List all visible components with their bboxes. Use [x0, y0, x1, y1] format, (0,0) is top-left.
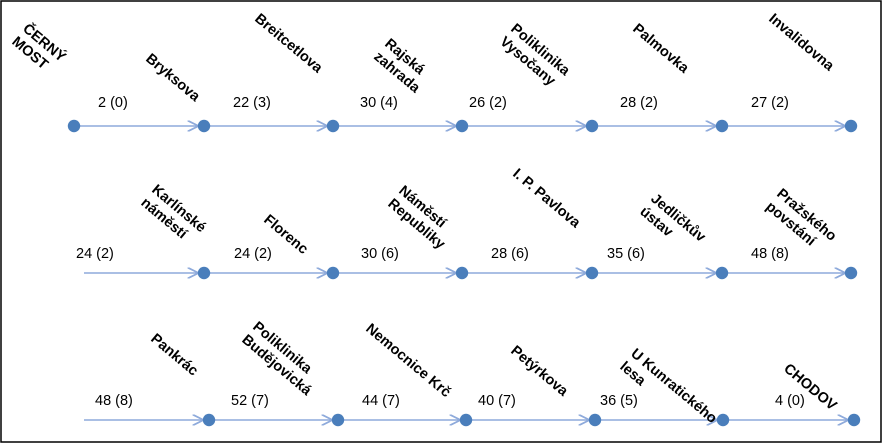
station-label: Karlínskénáměstí — [138, 182, 209, 249]
station-label-line: Bryksova — [142, 51, 203, 106]
segment-travel-time: 40 (7) — [478, 393, 516, 409]
station-label: Nemocnice Krč — [362, 321, 453, 401]
segment-travel-time: 52 (7) — [231, 393, 269, 409]
station-label-line: Pankrác — [147, 331, 201, 380]
station-dot — [67, 119, 81, 133]
station-dot — [459, 413, 473, 427]
segment-travel-time: 35 (6) — [607, 246, 645, 262]
station-label: PoliklinikaVysočany — [497, 21, 574, 93]
station-label: Palmovka — [629, 21, 692, 77]
segment-travel-time: 28 (2) — [620, 95, 658, 111]
segment-travel-time: 44 (7) — [362, 393, 400, 409]
station-label: I. P. Pavlova — [509, 166, 583, 232]
segment-travel-time: 28 (6) — [491, 246, 529, 262]
segment-travel-time: 4 (0) — [775, 393, 805, 409]
segment-travel-time: 36 (5) — [600, 393, 638, 409]
station-dot — [455, 266, 469, 280]
station-label: NáměstíRepubliky — [385, 183, 459, 253]
station-label-line: Palmovka — [629, 21, 692, 77]
station-dot — [844, 266, 858, 280]
station-dot — [588, 413, 602, 427]
segment-travel-time: 26 (2) — [469, 95, 507, 111]
station-label: Pankrác — [147, 331, 201, 380]
station-label: Invalidovna — [765, 11, 837, 75]
station-label: Rajskázahrada — [371, 36, 435, 97]
station-label-line: Invalidovna — [765, 11, 837, 75]
station-dot — [326, 119, 340, 133]
station-label-line: U Kunratického — [627, 346, 719, 427]
station-label: Petýrkova — [507, 343, 571, 400]
segment-travel-time: 48 (8) — [95, 393, 133, 409]
station-label-line: I. P. Pavlova — [509, 166, 583, 232]
segment-travel-time: 24 (2) — [76, 246, 114, 262]
station-label-line: Petýrkova — [507, 343, 571, 400]
station-dot — [455, 119, 469, 133]
station-label: Breitcetlova — [251, 11, 326, 77]
station-dot — [715, 119, 729, 133]
station-label: ČERNÝMOST — [9, 19, 71, 79]
station-dot — [585, 266, 599, 280]
station-dot — [326, 266, 340, 280]
station-dot — [331, 413, 345, 427]
station-label: Bryksova — [142, 51, 203, 106]
station-dot — [844, 119, 858, 133]
station-label-line: Breitcetlova — [251, 11, 326, 77]
station-label: Jedličkůvústav — [637, 191, 709, 259]
station-dot — [716, 413, 730, 427]
segment-travel-time: 2 (0) — [98, 95, 128, 111]
station-dot — [715, 266, 729, 280]
segment-travel-time: 27 (2) — [751, 95, 789, 111]
segment-travel-time: 24 (2) — [234, 246, 272, 262]
segment-travel-time: 30 (6) — [361, 246, 399, 262]
station-dot — [197, 266, 211, 280]
station-dot — [847, 413, 861, 427]
station-dot — [202, 413, 216, 427]
segment-travel-time: 30 (4) — [360, 95, 398, 111]
segment-travel-time: 48 (8) — [751, 246, 789, 262]
station-dot — [197, 119, 211, 133]
station-label-line: Nemocnice Krč — [362, 321, 453, 401]
station-label: PoliklinikaBudějovická — [239, 319, 326, 400]
segment-travel-time: 22 (3) — [233, 95, 271, 111]
station-dot — [585, 119, 599, 133]
